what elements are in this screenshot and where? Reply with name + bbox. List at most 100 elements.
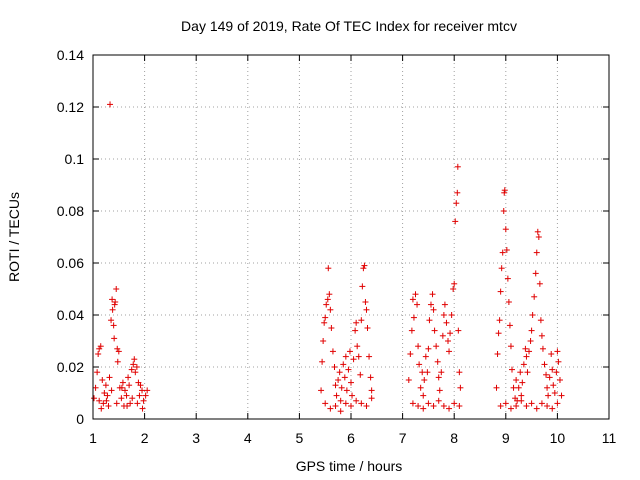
x-tick-label: 5: [296, 430, 304, 446]
data-point: [451, 280, 458, 287]
data-point: [541, 361, 548, 368]
data-point: [139, 405, 146, 412]
data-point: [524, 369, 531, 376]
data-point: [110, 322, 117, 329]
data-point: [532, 270, 539, 277]
data-point: [456, 403, 463, 409]
data-point: [325, 265, 332, 272]
data-point: [407, 351, 414, 357]
data-point: [507, 405, 514, 412]
data-point: [522, 345, 529, 352]
data-point: [121, 387, 128, 394]
data-point: [91, 395, 98, 402]
data-point: [363, 306, 370, 313]
data-point: [430, 306, 437, 313]
x-tick-label: 8: [450, 430, 458, 446]
data-point: [353, 397, 360, 404]
data-point: [433, 343, 440, 350]
data-point: [357, 371, 364, 378]
data-point: [94, 369, 101, 376]
data-point: [332, 382, 339, 389]
data-point: [503, 247, 510, 253]
x-tick-label: 10: [550, 430, 566, 446]
data-point: [140, 397, 147, 404]
data-point: [448, 312, 455, 318]
data-point: [132, 369, 139, 376]
data-point: [421, 377, 428, 383]
data-point: [430, 403, 437, 409]
data-point: [320, 338, 327, 344]
data-point: [505, 299, 512, 305]
chart-title: Day 149 of 2019, Rate Of TEC Index for r…: [181, 18, 517, 34]
data-point: [101, 390, 108, 396]
data-point: [352, 327, 359, 334]
y-tick-label: 0.02: [57, 359, 84, 375]
data-point: [346, 348, 353, 355]
data-point: [333, 392, 340, 399]
x-tick-label: 9: [502, 430, 510, 446]
data-point: [553, 369, 560, 376]
data-point: [545, 392, 552, 399]
data-point: [327, 306, 334, 313]
data-point: [551, 390, 558, 396]
x-tick-label: 1: [89, 430, 97, 446]
data-point: [96, 397, 103, 404]
data-point: [497, 288, 504, 295]
data-point: [494, 351, 501, 357]
data-point: [353, 319, 360, 326]
data-point: [497, 403, 504, 409]
data-point: [144, 387, 151, 394]
plot-frame: [92, 54, 610, 420]
data-point: [531, 293, 538, 300]
data-point: [429, 291, 436, 298]
data-point: [123, 392, 130, 399]
data-point: [322, 314, 329, 321]
data-point: [558, 392, 565, 399]
data-point: [414, 301, 421, 308]
y-axis-label: ROTI / TECUs: [6, 192, 22, 282]
data-point: [142, 392, 149, 399]
data-points: [91, 101, 565, 415]
data-point: [323, 301, 330, 308]
data-point: [515, 384, 522, 391]
data-point: [105, 403, 112, 409]
data-point: [452, 218, 459, 225]
data-point: [441, 301, 448, 308]
data-point: [410, 314, 417, 321]
data-point: [493, 384, 500, 391]
data-point: [107, 101, 114, 108]
data-point: [106, 374, 113, 381]
x-tick-label: 11: [602, 430, 617, 446]
data-point: [434, 358, 441, 365]
data-point: [537, 317, 544, 324]
data-point: [538, 400, 545, 407]
data-point: [555, 358, 562, 365]
data-point: [342, 400, 349, 407]
data-point: [549, 405, 556, 412]
data-point: [446, 348, 453, 355]
data-point: [519, 379, 526, 386]
data-point: [355, 353, 362, 360]
data-point: [409, 400, 416, 407]
data-point: [358, 317, 365, 324]
y-tick-label: 0.12: [57, 99, 84, 115]
data-point: [133, 364, 140, 370]
data-point: [348, 403, 354, 409]
data-point: [134, 400, 141, 407]
data-point: [536, 280, 543, 287]
data-point: [544, 384, 551, 391]
data-point: [131, 356, 138, 363]
data-point: [328, 325, 335, 331]
data-point: [128, 366, 135, 373]
data-point: [416, 361, 423, 368]
data-point: [136, 392, 143, 399]
data-point: [518, 397, 525, 404]
data-point: [129, 395, 136, 402]
y-tick-label: 0.14: [57, 47, 84, 63]
data-point: [358, 400, 365, 407]
data-point: [425, 400, 432, 407]
x-tick-label: 3: [192, 430, 200, 446]
data-point: [447, 330, 454, 337]
data-point: [103, 397, 110, 404]
data-point: [337, 408, 344, 415]
